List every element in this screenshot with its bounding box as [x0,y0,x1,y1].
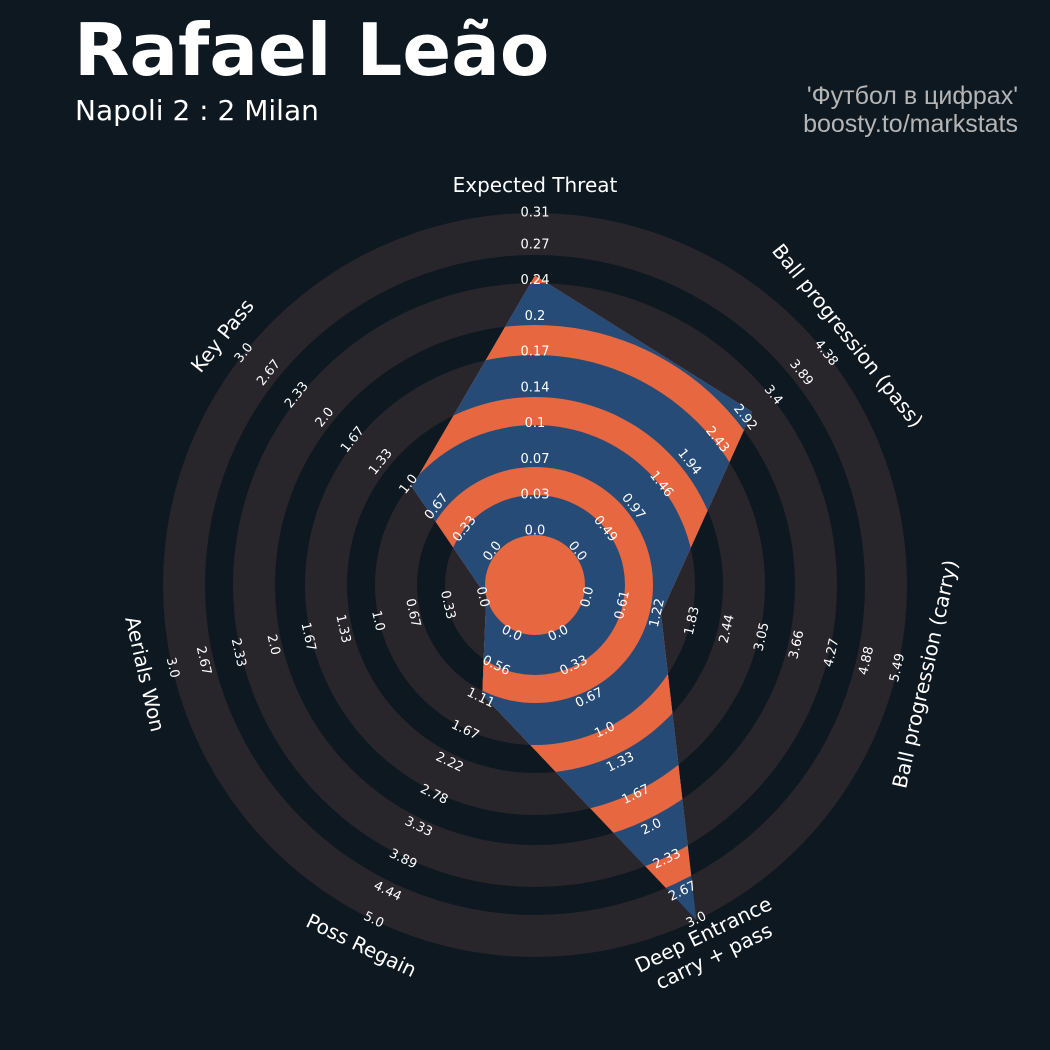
credit-line-1: 'Футбол в цифрах' [806,82,1018,110]
tick-label: 0.67 [402,597,423,629]
tick-label: 2.67 [193,645,214,677]
axis-0: 0.0 0.03 0.07 0.1 0.14 0.17 0.2 0.24 0.27 0.31 Exp… [453,173,618,539]
tick-label: 3.0 [163,656,182,680]
param-label: Expected Threat [453,173,618,197]
tick-label: 0.33 [437,589,458,621]
center-circle [485,535,585,635]
tick-label: 0.61 [612,589,633,621]
tick-label: 0.14 [521,380,550,395]
credit-line-2: boosty.to/markstats [803,110,1018,138]
tick-label: 0.0 [525,524,546,539]
credits: 'Футбол в цифрах' boosty.to/markstats [803,82,1018,138]
tick-label: 0.2 [525,309,546,324]
tick-label: 2.0 [263,633,282,657]
tick-label: 0.1 [525,416,546,431]
tick-label: 4.27 [821,637,842,669]
tick-label: 3.66 [786,629,807,661]
player-name-title: Rafael Leão [74,8,550,92]
tick-label: 1.22 [647,597,668,629]
tick-label: 2.33 [228,637,249,669]
tick-label: 0.17 [521,345,550,360]
tick-label: 1.67 [297,621,318,653]
tick-label: 0.0 [473,585,492,609]
param-label: Aerials Won [120,614,170,734]
tick-label: 4.88 [856,645,877,677]
tick-label: 0.07 [521,452,550,467]
tick-label: 0.24 [521,273,550,288]
tick-label: 1.83 [682,605,703,637]
tick-label: 0.31 [521,206,550,221]
match-subtitle: Napoli 2 : 2 Milan [75,94,319,127]
tick-label: 0.03 [521,488,550,503]
tick-label: 1.0 [368,609,387,633]
tick-label: 2.44 [717,613,738,645]
tick-label: 3.05 [752,621,773,653]
tick-label: 1.33 [332,613,353,645]
tick-label: 0.27 [521,237,550,252]
tick-label: 0.0 [578,585,597,609]
tick-label: 5.49 [887,652,908,684]
